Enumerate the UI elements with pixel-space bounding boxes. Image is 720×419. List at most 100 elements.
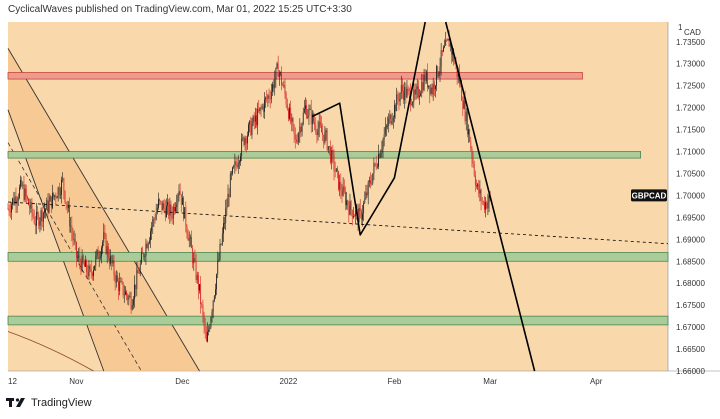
candle-body	[307, 115, 309, 118]
candle	[68, 201, 69, 213]
candle-body	[25, 188, 27, 197]
candle-body	[265, 97, 267, 100]
candle-body	[359, 207, 361, 212]
candle-body	[17, 197, 19, 201]
candle-body	[129, 296, 131, 298]
candle-body	[456, 65, 458, 77]
candle-body	[77, 257, 78, 259]
candle	[307, 109, 309, 119]
candle-body	[345, 192, 346, 206]
candle	[289, 103, 290, 121]
candle-body	[373, 163, 375, 174]
candle	[299, 118, 301, 143]
candle-body	[384, 126, 386, 135]
candle-body	[32, 213, 34, 217]
candle	[384, 117, 386, 137]
candle-body	[40, 210, 42, 221]
candle-body	[396, 94, 398, 112]
candle	[38, 211, 40, 230]
candle-body	[63, 178, 65, 191]
x-tick-label: Feb	[388, 377, 402, 386]
candle	[420, 90, 422, 97]
candle-body	[487, 202, 489, 209]
candle-body	[107, 246, 109, 258]
candle	[310, 99, 312, 133]
candle	[17, 193, 19, 206]
candle	[166, 198, 167, 218]
candle	[242, 133, 244, 142]
candle-body	[391, 121, 393, 124]
candle-body	[478, 184, 480, 194]
candle-body	[392, 117, 394, 122]
candle-body	[56, 197, 58, 199]
candle	[224, 216, 225, 229]
candle-body	[49, 196, 51, 202]
candle-body	[389, 114, 391, 119]
candle	[488, 193, 490, 213]
candle	[191, 230, 192, 249]
candle-body	[150, 231, 151, 241]
candle-body	[326, 130, 328, 150]
candle	[428, 85, 430, 90]
candle	[390, 113, 392, 126]
candle	[115, 270, 117, 288]
candle-body	[148, 240, 150, 244]
candle	[430, 83, 432, 96]
candle	[481, 196, 483, 205]
candle-body	[216, 274, 218, 290]
candle-body	[317, 128, 319, 136]
candle-body	[431, 87, 433, 95]
candle-body	[412, 102, 414, 105]
candle-body	[428, 85, 430, 88]
candle-body	[451, 44, 452, 55]
x-tick-label: 12	[8, 377, 17, 386]
candle-body	[184, 207, 186, 219]
candlestick-chart[interactable]: 1.73500 1.73000 1.72500 1.72000 1.71500 1.710…	[0, 0, 720, 395]
candle	[260, 104, 262, 117]
candle	[187, 229, 189, 241]
candle-body	[188, 238, 190, 241]
candle	[376, 163, 378, 169]
candle	[339, 174, 341, 197]
candle-body	[309, 108, 311, 110]
candle-body	[130, 296, 132, 310]
candle	[14, 191, 16, 206]
candle	[112, 254, 114, 267]
candle-body	[439, 66, 441, 73]
candle	[15, 187, 17, 214]
symbol-tag	[631, 189, 667, 202]
candle-body	[164, 207, 166, 218]
candle	[466, 107, 468, 138]
candle	[31, 197, 33, 222]
zone-green-3	[7, 252, 669, 262]
y-tick-label: 1.66000	[676, 367, 705, 376]
candle	[42, 211, 44, 232]
y-tick-label: 1.72500	[676, 82, 705, 91]
candle	[107, 242, 109, 261]
candle	[412, 101, 414, 108]
candle-body	[146, 243, 148, 248]
candle-body	[376, 166, 378, 168]
candle-body	[297, 141, 298, 143]
candle-body	[48, 201, 50, 212]
candle	[77, 251, 78, 262]
candle-body	[329, 146, 330, 147]
candle-body	[248, 124, 249, 136]
candle-body	[473, 163, 475, 176]
candle	[63, 177, 65, 200]
candle	[189, 234, 191, 247]
candle	[88, 260, 90, 281]
candle	[363, 200, 365, 221]
candle-body	[99, 256, 101, 258]
candle	[380, 149, 382, 159]
candle	[135, 284, 137, 298]
candles	[7, 30, 491, 343]
symbol-tag-label: GBPCAD	[632, 191, 667, 200]
candle-body	[338, 170, 339, 190]
candle-body	[414, 89, 416, 95]
candle	[248, 122, 249, 137]
candle	[215, 283, 216, 299]
candle-body	[482, 201, 484, 203]
candle	[207, 322, 208, 343]
candle-body	[259, 107, 261, 112]
